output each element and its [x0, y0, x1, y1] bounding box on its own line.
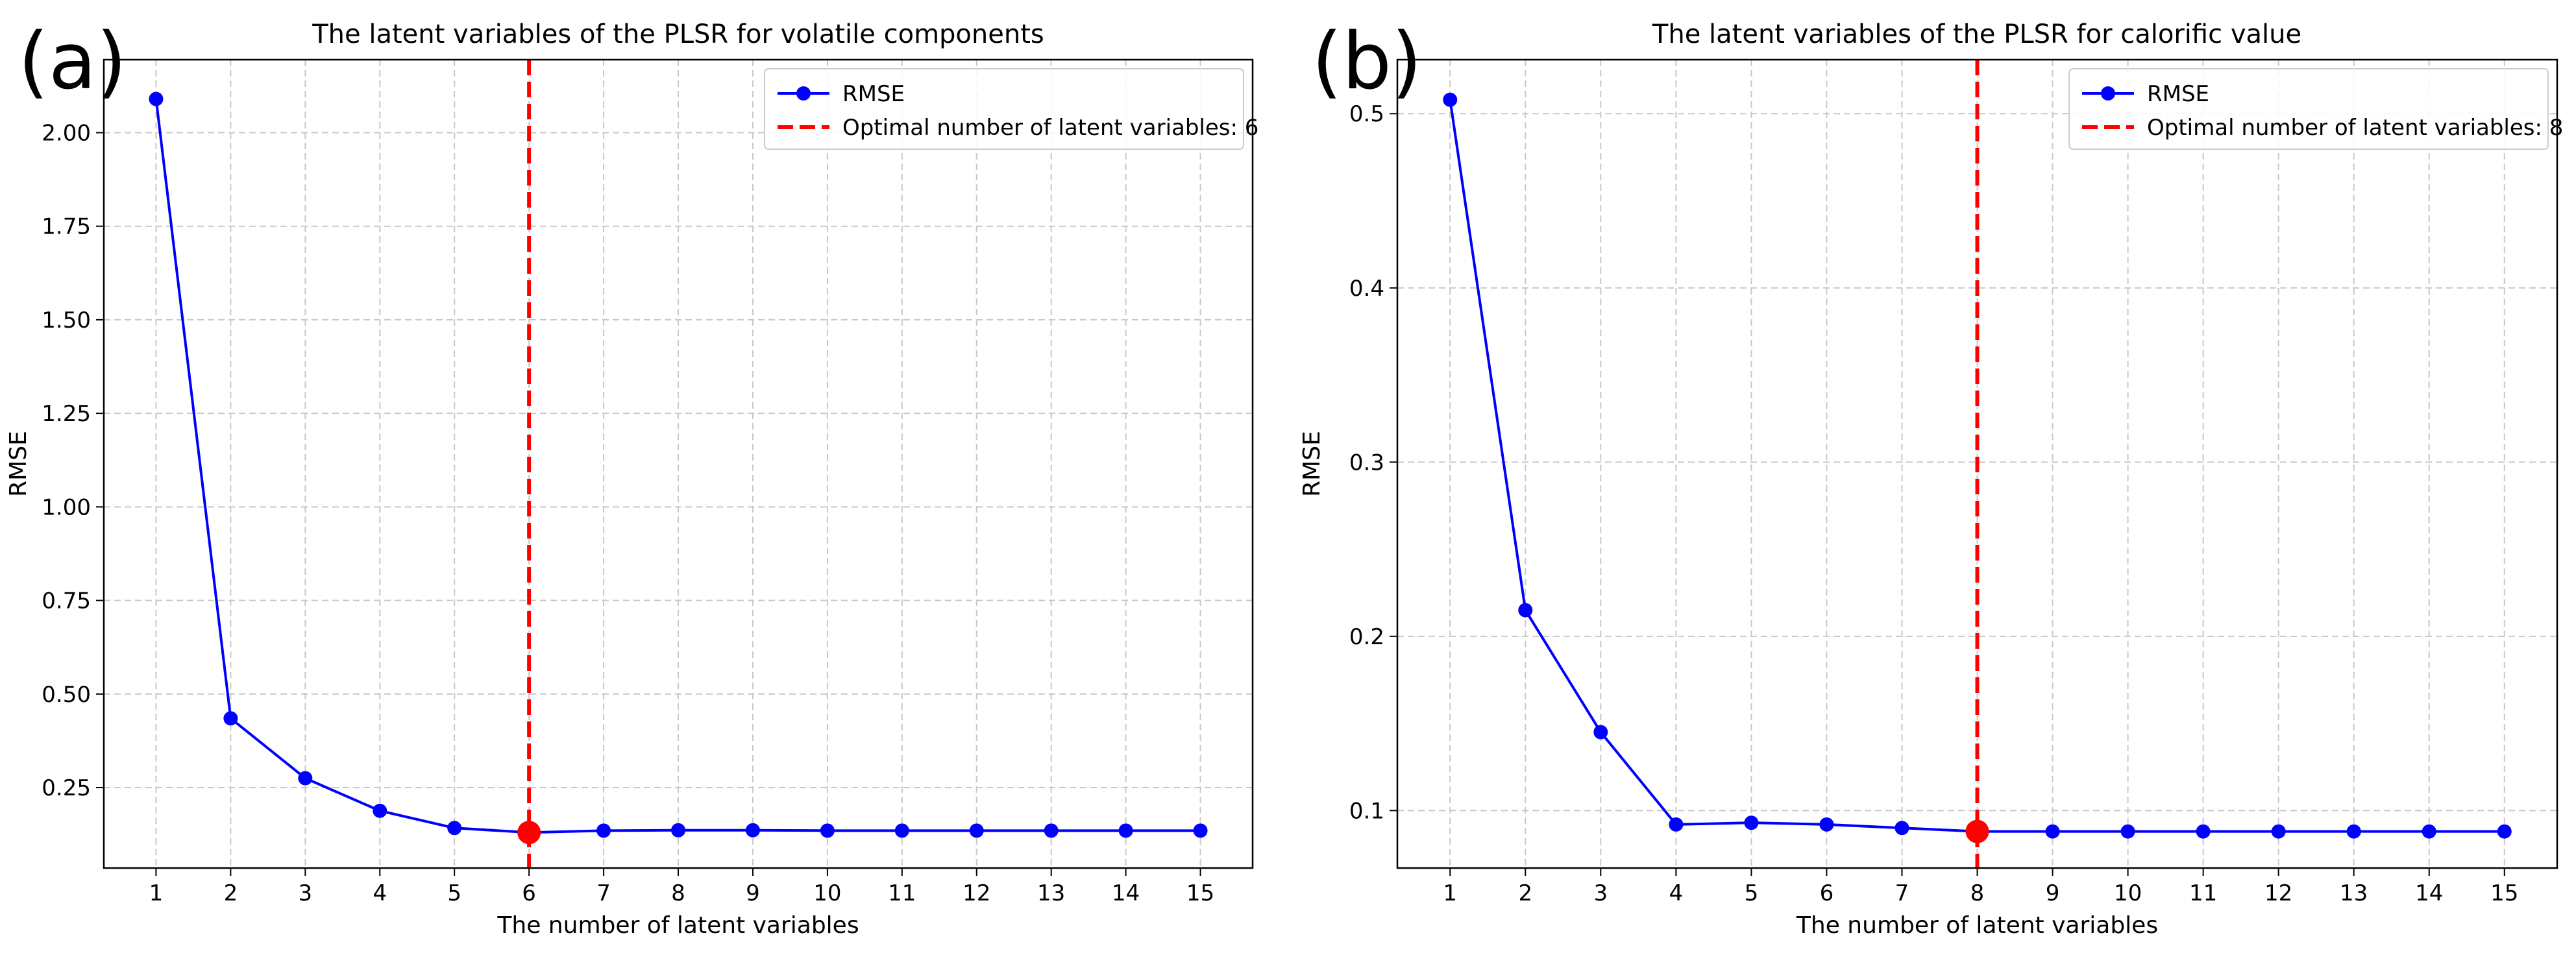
legend: RMSE Optimal number of latent variables: …: [764, 68, 1258, 150]
y-tick-label: 0.5: [1349, 101, 1384, 127]
x-axis-label: The number of latent variables: [1796, 912, 2158, 939]
x-tick-label: 2: [1518, 880, 1532, 906]
x-tick-label: 1: [1443, 880, 1457, 906]
data-point: [1669, 817, 1684, 832]
x-tick-label: 8: [1970, 880, 1985, 906]
y-tick-label: 0.75: [42, 588, 91, 614]
x-tick-label: 6: [1820, 880, 1834, 906]
data-point: [820, 823, 835, 838]
x-axis-label: The number of latent variables: [497, 912, 859, 939]
x-tick-label: 9: [2046, 880, 2060, 906]
y-tick-label: 1.25: [42, 401, 91, 427]
x-tick-label: 7: [596, 880, 611, 906]
x-tick-label: 14: [1112, 880, 1140, 906]
x-tick-label: 15: [1186, 880, 1214, 906]
y-tick-label: 0.3: [1349, 450, 1384, 476]
data-point: [1744, 815, 1759, 830]
x-tick-label: 14: [2415, 880, 2443, 906]
x-tick-label: 5: [447, 880, 461, 906]
x-tick-label: 6: [522, 880, 536, 906]
data-point: [1518, 603, 1533, 618]
y-tick-label: 2.00: [42, 120, 91, 146]
data-point: [2196, 824, 2211, 839]
legend-box: [2068, 68, 2549, 150]
legend: RMSE Optimal number of latent variables: …: [2068, 68, 2563, 150]
legend-box: [764, 68, 1244, 150]
x-tick-label: 10: [2114, 880, 2142, 906]
legend-optimal-label: Optimal number of latent variables: 6: [842, 115, 1258, 141]
y-axis-label: RMSE: [5, 431, 32, 497]
panel-label: (a): [18, 17, 127, 107]
data-point: [1118, 823, 1133, 838]
data-point: [2497, 824, 2512, 839]
data-point: [2120, 824, 2135, 839]
x-tick-label: 2: [224, 880, 238, 906]
x-tick-label: 13: [2340, 880, 2368, 906]
legend-optimal-label: Optimal number of latent variables: 8: [2147, 115, 2563, 141]
x-tick-label: 15: [2490, 880, 2518, 906]
chart-panel-b: 1 2 3 4 5 6 7 8 9 10 11 12 13 14 150.10.20.30.40.5The …: [1299, 17, 2563, 939]
legend-rmse-label: RMSE: [842, 81, 905, 107]
x-tick-label: 9: [746, 880, 760, 906]
data-point: [2271, 824, 2286, 839]
data-point: [1819, 817, 1834, 832]
plot-frame: [103, 58, 1254, 869]
y-tick-label: 1.75: [42, 214, 91, 240]
data-point: [2346, 824, 2361, 839]
x-tick-label: 1: [149, 880, 164, 906]
legend-rmse-marker: [796, 86, 811, 101]
y-tick-label: 0.4: [1349, 276, 1384, 302]
legend-rmse-marker: [2101, 86, 2115, 101]
chart-panel-a: 1 2 3 4 5 6 7 8 9 10 11 12 13 14 150.250.500.751.001.2…: [5, 17, 1258, 939]
x-tick-label: 4: [1669, 880, 1684, 906]
optimal-point: [1965, 819, 1989, 843]
data-point: [894, 823, 909, 838]
data-point: [1443, 92, 1458, 107]
data-point: [1895, 821, 1909, 836]
x-tick-label: 4: [373, 880, 387, 906]
x-tick-label: 3: [1593, 880, 1608, 906]
y-tick-label: 0.1: [1349, 798, 1384, 824]
x-tick-label: 12: [2264, 880, 2292, 906]
x-tick-label: 10: [813, 880, 841, 906]
y-tick-label: 1.50: [42, 308, 91, 333]
data-point: [373, 803, 387, 818]
data-point: [149, 91, 164, 106]
data-point: [596, 823, 611, 838]
data-point: [223, 711, 238, 726]
data-point: [1193, 823, 1208, 838]
x-tick-label: 8: [671, 880, 685, 906]
y-axis-label: RMSE: [1299, 431, 1325, 497]
data-point: [447, 821, 462, 836]
x-tick-label: 7: [1895, 880, 1909, 906]
x-tick-label: 3: [299, 880, 313, 906]
chart-title: The latent variables of the PLSR for cal…: [1652, 19, 2301, 49]
optimal-point: [517, 821, 541, 845]
x-tick-label: 11: [2189, 880, 2217, 906]
legend-rmse-label: RMSE: [2147, 81, 2209, 107]
x-tick-label: 12: [963, 880, 990, 906]
data-point: [1593, 725, 1608, 740]
panel-label: (b): [1312, 17, 1422, 107]
data-point: [2422, 824, 2436, 839]
x-tick-label: 13: [1037, 880, 1065, 906]
y-tick-label: 0.50: [42, 682, 91, 708]
x-tick-label: 5: [1745, 880, 1759, 906]
data-point: [1044, 823, 1059, 838]
data-point: [969, 823, 984, 838]
chart-title: The latent variables of the PLSR for vol…: [312, 19, 1044, 49]
y-tick-label: 1.00: [42, 494, 91, 520]
y-tick-label: 0.2: [1349, 624, 1384, 650]
y-tick-label: 0.25: [42, 775, 91, 801]
data-point: [745, 823, 760, 838]
data-point: [671, 823, 685, 838]
data-point: [2045, 824, 2060, 839]
x-tick-label: 11: [888, 880, 916, 906]
data-point: [298, 771, 313, 786]
plot-frame: [1396, 58, 2558, 869]
